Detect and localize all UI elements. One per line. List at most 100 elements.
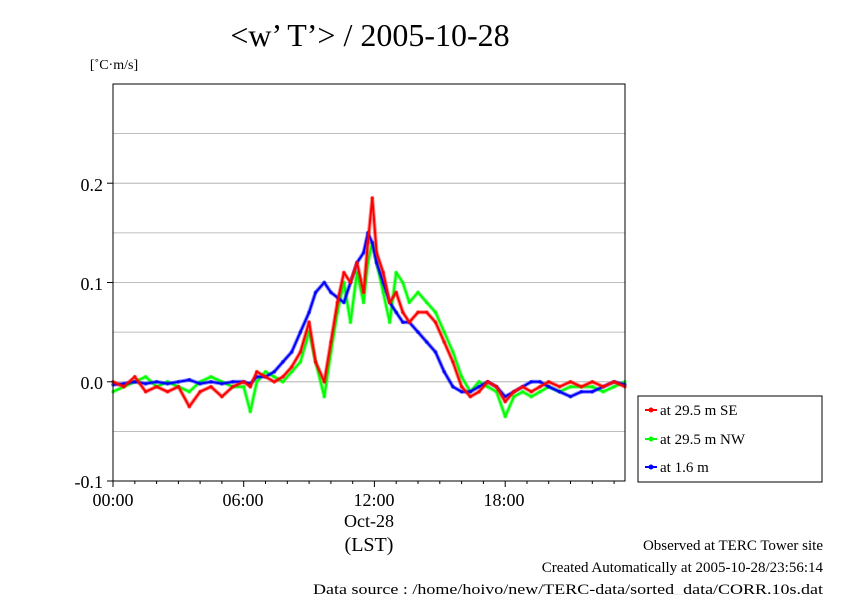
data-point-se: [307, 320, 311, 325]
data-point-se: [231, 384, 235, 389]
data-point-nw: [143, 375, 148, 379]
data-point-se: [442, 340, 447, 344]
data-point-se: [122, 384, 126, 389]
data-point-se: [374, 250, 379, 255]
data-point-nw: [387, 320, 392, 325]
data-point-nw: [361, 300, 366, 305]
data-point-1-6m: [416, 330, 420, 334]
data-point-1-6m: [459, 389, 464, 394]
data-point-nw: [601, 389, 605, 394]
data-point-1-6m: [433, 350, 438, 354]
axes: [107, 182, 615, 487]
x-axis-label: (LST): [345, 534, 394, 556]
data-point-se: [263, 375, 268, 379]
data-point-1-6m: [298, 330, 303, 334]
data-point-se: [381, 270, 386, 275]
data-point-se: [451, 360, 455, 364]
data-point-se: [133, 375, 137, 379]
data-point-se: [254, 370, 259, 374]
data-point-nw: [322, 394, 327, 399]
data-point-1-6m: [557, 389, 562, 394]
data-point-1-6m: [313, 290, 318, 295]
data-point-se: [176, 384, 181, 389]
legend-label-se: at 29.5 m SE: [660, 403, 738, 419]
legend-item-nw: at 29.5 m NW: [645, 432, 746, 448]
data-point-se: [322, 380, 327, 384]
data-point-se: [387, 300, 392, 305]
data-point-1-6m: [468, 389, 473, 394]
y-tick-label: 0.0: [81, 373, 104, 393]
data-point-nw: [394, 270, 399, 275]
data-point-nw: [433, 310, 438, 315]
y-tick-label: 0.2: [81, 175, 104, 195]
data-point-se: [220, 394, 224, 399]
data-point-1-6m: [176, 380, 181, 384]
data-point-se: [209, 384, 213, 389]
data-point-nw: [241, 384, 246, 389]
data-point-nw: [248, 409, 253, 414]
legend-marker-1-6m: [648, 464, 654, 470]
data-point-se: [557, 384, 562, 389]
data-point-se: [281, 375, 285, 379]
data-point-se: [289, 365, 294, 369]
footer-data-source: Data source : /home/hoivo/new/TERC-data/…: [313, 582, 824, 595]
footer-observed: Observed at TERC Tower site: [643, 538, 823, 554]
data-point-se: [394, 290, 399, 295]
data-point-nw: [459, 375, 464, 379]
data-point-1-6m: [374, 260, 379, 265]
data-point-nw: [520, 389, 525, 394]
data-point-nw: [272, 375, 277, 379]
y-axis-unit: [˚C·m/s]: [90, 58, 138, 73]
data-point-1-6m: [272, 370, 277, 374]
data-point-1-6m: [394, 310, 399, 315]
legend-item-1-6m: at 1.6 m: [645, 460, 709, 476]
data-point-se: [165, 389, 170, 394]
data-point-1-6m: [329, 290, 333, 295]
data-point-nw: [401, 280, 405, 285]
data-point-se: [546, 380, 551, 384]
data-point-se: [538, 384, 542, 389]
data-point-nw: [568, 384, 573, 389]
data-point-nw: [348, 320, 353, 325]
data-point-1-6m: [231, 380, 235, 384]
data-point-se: [241, 380, 246, 384]
data-point-nw: [289, 370, 294, 374]
data-point-se: [355, 260, 359, 265]
y-tick-label: 0.1: [81, 274, 104, 294]
data-point-se: [154, 384, 159, 389]
data-point-se: [485, 380, 490, 384]
data-point-se: [468, 394, 473, 399]
data-point-1-6m: [143, 381, 148, 386]
data-point-se: [272, 380, 277, 384]
data-point-1-6m: [209, 380, 213, 384]
data-point-nw: [209, 375, 213, 379]
footer-created: Created Automatically at 2005-10-28/23:5…: [542, 560, 824, 576]
data-point-1-6m: [424, 340, 429, 344]
data-point-1-6m: [370, 241, 375, 245]
data-point-se: [579, 384, 584, 389]
data-point-1-6m: [546, 384, 551, 389]
data-point-se: [143, 389, 148, 394]
data-point-1-6m: [590, 389, 595, 394]
data-point-nw: [263, 370, 268, 374]
legend-box: [637, 395, 823, 483]
data-point-1-6m: [154, 380, 159, 384]
data-point-se: [348, 280, 353, 285]
data-point-nw: [512, 394, 516, 399]
data-point-se: [366, 241, 370, 245]
plot-frame: [112, 83, 626, 482]
data-point-1-6m: [568, 394, 573, 399]
data-point-1-6m: [322, 280, 327, 285]
data-point-se: [568, 380, 573, 384]
legend-item-se: at 29.5 m SE: [645, 403, 738, 419]
data-point-se: [520, 384, 525, 389]
legend-label-1-6m: at 1.6 m: [660, 460, 709, 476]
data-point-1-6m: [477, 384, 481, 389]
data-point-nw: [612, 384, 616, 389]
data-point-1-6m: [307, 310, 311, 315]
data-point-se: [503, 399, 508, 404]
data-point-nw: [442, 330, 447, 334]
data-point-nw: [381, 290, 386, 295]
data-point-se: [370, 196, 375, 200]
